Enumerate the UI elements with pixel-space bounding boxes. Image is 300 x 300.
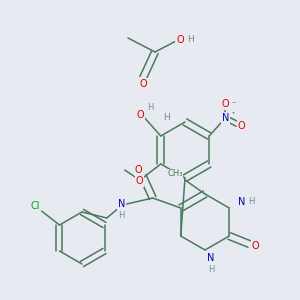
- Text: O: O: [136, 176, 144, 186]
- Text: ⁻: ⁻: [231, 100, 235, 109]
- Text: H: H: [208, 266, 214, 274]
- Text: ⁺: ⁺: [232, 112, 235, 116]
- Text: N: N: [222, 113, 229, 123]
- Text: O: O: [176, 35, 184, 45]
- Text: H: H: [248, 197, 254, 206]
- Text: H: H: [164, 113, 170, 122]
- Text: N: N: [118, 199, 125, 209]
- Text: N: N: [238, 197, 245, 207]
- Text: O: O: [137, 110, 145, 120]
- Text: O: O: [135, 165, 142, 175]
- Text: H: H: [118, 212, 125, 220]
- Text: Cl: Cl: [31, 201, 40, 211]
- Text: N: N: [207, 253, 215, 263]
- Text: O: O: [221, 99, 229, 109]
- Text: H: H: [148, 103, 154, 112]
- Text: H: H: [188, 35, 194, 44]
- Text: O: O: [139, 79, 147, 89]
- Text: O: O: [251, 241, 259, 251]
- Text: CH₃: CH₃: [167, 169, 183, 178]
- Text: O: O: [237, 121, 245, 131]
